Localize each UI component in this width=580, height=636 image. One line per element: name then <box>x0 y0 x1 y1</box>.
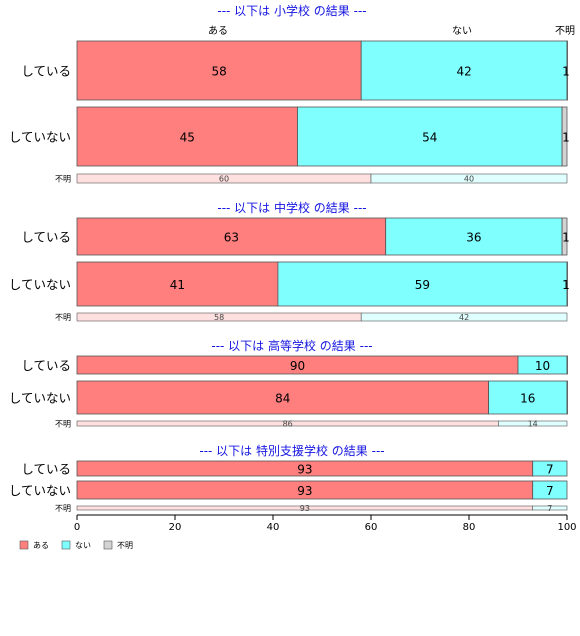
data-label: 1 <box>562 131 570 145</box>
data-label: 1 <box>562 65 570 79</box>
data-label: 58 <box>214 313 224 322</box>
category-label: していない <box>9 130 71 145</box>
data-label: 1 <box>562 278 570 292</box>
data-label: 7 <box>547 504 552 513</box>
bar-segment-ない <box>532 460 568 477</box>
data-label: 41 <box>170 278 185 292</box>
data-label: 90 <box>290 359 305 373</box>
bar-segment-不明 <box>561 217 568 256</box>
data-label: 54 <box>422 131 437 145</box>
legend-label-2: ない <box>75 541 91 550</box>
column-header-2: ない <box>452 25 472 37</box>
bar-segment-不明 <box>566 40 568 101</box>
data-label: 60 <box>219 175 229 184</box>
data-label: 93 <box>300 504 310 513</box>
bar-segment-不明 <box>561 106 568 167</box>
bar-segment-ある <box>76 217 387 256</box>
legend-swatch-2 <box>61 540 71 550</box>
x-tick-label: 80 <box>463 522 476 533</box>
data-label: 36 <box>466 231 481 245</box>
data-label: 10 <box>535 359 550 373</box>
category-label: 不明 <box>55 313 71 322</box>
category-label: していない <box>9 483 71 498</box>
column-header-3: 不明 <box>555 25 575 37</box>
bar-segment-ない <box>488 380 568 415</box>
data-label: 42 <box>456 65 471 79</box>
data-label: 86 <box>283 420 293 429</box>
data-label: 93 <box>297 484 312 498</box>
data-label: 40 <box>464 175 474 184</box>
bar-segment-ない <box>297 106 563 167</box>
category-label: している <box>21 358 71 373</box>
bar-segment-ない <box>532 505 568 511</box>
panel-title: --- 以下は 小学校 の結果 --- <box>217 3 366 18</box>
category-label: 不明 <box>55 420 71 429</box>
bar-segment-不明 <box>566 380 568 415</box>
data-label: 84 <box>275 392 290 406</box>
data-label: 58 <box>211 65 226 79</box>
bar-segment-ない <box>360 312 568 322</box>
data-label: 7 <box>546 484 554 498</box>
bar-segment-ある <box>76 40 362 101</box>
bar-segment-ない <box>532 480 568 500</box>
bar-segment-ない <box>498 420 568 427</box>
category-label: していない <box>9 277 71 292</box>
x-tick-label: 40 <box>267 522 280 533</box>
bar-segment-ない <box>370 173 568 184</box>
category-label: していない <box>9 391 71 406</box>
category-label: 不明 <box>55 175 71 184</box>
column-header-1: ある <box>208 25 228 37</box>
panel-title: --- 以下は 中学校 の結果 --- <box>217 200 366 215</box>
data-label: 63 <box>224 231 239 245</box>
bar-segment-不明 <box>566 261 568 307</box>
data-label: 14 <box>528 420 538 429</box>
data-label: 42 <box>459 313 469 322</box>
x-tick-label: 0 <box>74 522 80 533</box>
category-label: 不明 <box>55 504 71 513</box>
legend-swatch-3 <box>103 540 113 550</box>
bar-segment-ある <box>76 380 490 415</box>
data-label: 59 <box>415 278 430 292</box>
data-label: 16 <box>520 392 535 406</box>
category-label: している <box>21 462 71 477</box>
x-tick-label: 60 <box>365 522 378 533</box>
data-label: 93 <box>297 463 312 477</box>
panel-title: --- 以下は 特別支援学校 の結果 --- <box>199 443 384 458</box>
legend-swatch-1 <box>19 540 29 550</box>
x-tick-label: 20 <box>169 522 182 533</box>
data-label: 45 <box>180 131 195 145</box>
data-label: 1 <box>562 231 570 245</box>
x-tick-label: 100 <box>557 522 576 533</box>
legend-label-1: ある <box>33 541 49 550</box>
data-label: 7 <box>546 463 554 477</box>
legend-label-3: 不明 <box>117 541 133 550</box>
category-label: している <box>21 230 71 245</box>
bar-segment-ない <box>277 261 568 307</box>
category-label: している <box>21 64 71 79</box>
panel-title: --- 以下は 高等学校 の結果 --- <box>211 338 372 353</box>
bar-segment-ない <box>360 40 568 101</box>
bar-segment-不明 <box>566 355 568 375</box>
bar-segment-ない <box>385 217 563 256</box>
